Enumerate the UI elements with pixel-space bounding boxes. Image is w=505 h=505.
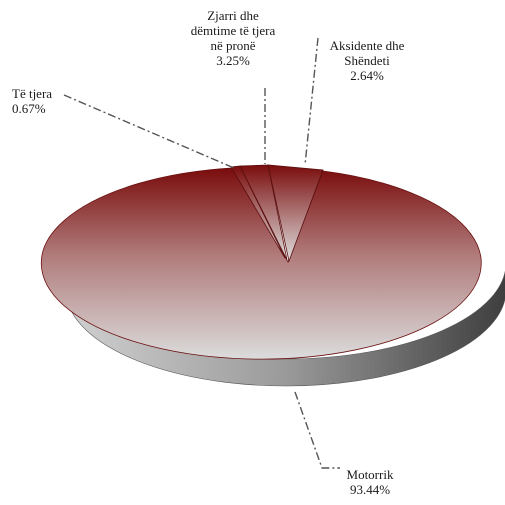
slice-aksidente: [267, 164, 324, 263]
leader-aksidente: [304, 37, 319, 166]
data-label-te-tjera: Të tjera 0.67%: [12, 86, 82, 116]
data-label-aksidente-line2: Shëndeti: [344, 53, 390, 68]
data-label-motorrik: Motorrik 93.44%: [330, 467, 410, 497]
data-label-zjarri: Zjarri dhe dëmtime të tjera në pronë 3.2…: [168, 8, 298, 68]
data-label-motorrik-name: Motorrik: [346, 467, 394, 482]
data-label-aksidente-line1: Aksidente dhe: [329, 38, 405, 53]
leader-motorrik: [294, 391, 340, 469]
data-label-aksidente: Aksidente dhe Shëndeti 2.64%: [312, 38, 422, 83]
data-label-aksidente-value: 2.64%: [350, 68, 384, 83]
leader-te-tjera: [63, 94, 235, 169]
data-label-zjarri-line3: në pronë: [210, 38, 256, 53]
data-label-te-tjera-value: 0.67%: [12, 101, 46, 116]
slice-zjarri: [239, 164, 288, 261]
data-label-te-tjera-name: Të tjera: [12, 86, 53, 101]
data-label-zjarri-value: 3.25%: [216, 53, 250, 68]
data-label-motorrik-value: 93.44%: [349, 482, 391, 497]
slice-motorrik: [40, 167, 482, 360]
data-label-zjarri-line1: Zjarri dhe: [207, 8, 259, 23]
slice-te-tjera: [230, 165, 286, 259]
data-label-zjarri-line2: dëmtime të tjera: [190, 23, 276, 38]
